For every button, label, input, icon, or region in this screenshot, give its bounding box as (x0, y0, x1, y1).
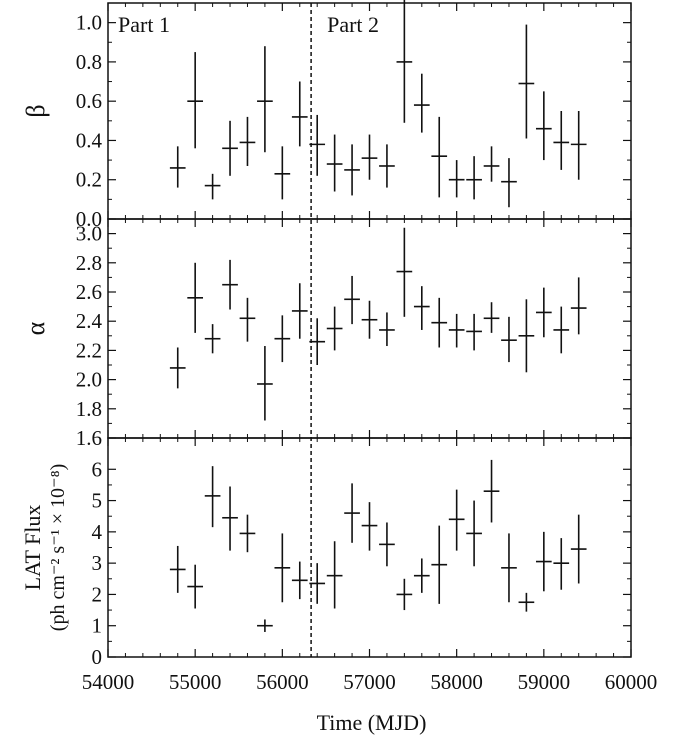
y-tick-label-1-6: 2.8 (76, 251, 102, 275)
y-tick-label-1-7: 3.0 (76, 222, 102, 246)
y-tick-label-2-3: 3 (92, 551, 103, 575)
x-tick-label-6: 60000 (605, 670, 658, 694)
y-tick-label-1-0: 1.6 (76, 426, 102, 450)
x-tick-label-4: 58000 (430, 670, 483, 694)
y-tick-label-0-3: 0.6 (76, 89, 102, 113)
y-tick-label-0-5: 1.0 (76, 11, 102, 35)
y-tick-label-2-1: 1 (92, 614, 103, 638)
y-axis-label-0: β (21, 104, 50, 117)
y-tick-label-0-0: 0.0 (76, 207, 102, 231)
x-tick-label-2: 56000 (256, 670, 309, 694)
y-axis-label-unit-2: (ph cm⁻² s⁻¹ × 10⁻⁸) (47, 464, 69, 631)
y-tick-label-2-6: 6 (92, 457, 103, 481)
y-tick-label-2-5: 5 (92, 489, 103, 513)
y-tick-label-1-4: 2.4 (76, 309, 103, 333)
x-tick-label-3: 57000 (343, 670, 396, 694)
x-tick-label-1: 55000 (169, 670, 222, 694)
x-axis-label: Time (MJD) (317, 710, 427, 735)
y-tick-label-1-1: 1.8 (76, 397, 102, 421)
y-tick-label-2-0: 0 (92, 645, 103, 669)
y-tick-label-1-2: 2.0 (76, 368, 102, 392)
y-axis-label-2: LAT Flux (20, 505, 45, 591)
x-tick-label-5: 59000 (518, 670, 571, 694)
x-tick-label-0: 54000 (82, 670, 135, 694)
y-tick-label-0-4: 0.8 (76, 50, 102, 74)
y-tick-label-0-2: 0.4 (76, 128, 103, 152)
y-tick-label-2-4: 4 (92, 520, 103, 544)
y-tick-label-1-5: 2.6 (76, 280, 102, 304)
y-tick-label-2-2: 2 (92, 582, 103, 606)
y-tick-label-0-1: 0.2 (76, 168, 102, 192)
y-tick-label-1-3: 2.2 (76, 338, 102, 362)
part-1-label: Part 1 (118, 12, 170, 37)
part-2-label: Part 2 (327, 12, 379, 37)
y-axis-label-1: α (21, 321, 50, 335)
